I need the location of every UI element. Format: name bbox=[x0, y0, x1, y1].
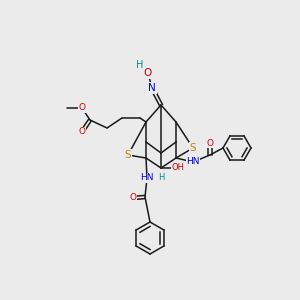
Text: O: O bbox=[144, 68, 152, 78]
Text: H: H bbox=[158, 173, 164, 182]
Text: HN: HN bbox=[186, 158, 200, 166]
Text: O: O bbox=[79, 128, 86, 136]
Text: N: N bbox=[148, 83, 156, 93]
Text: O: O bbox=[79, 103, 86, 112]
Text: HN: HN bbox=[140, 173, 154, 182]
Text: S: S bbox=[190, 143, 196, 153]
Text: H: H bbox=[136, 60, 144, 70]
Text: O: O bbox=[206, 139, 214, 148]
Text: O: O bbox=[130, 194, 136, 202]
Text: OH: OH bbox=[172, 164, 184, 172]
Text: S: S bbox=[125, 150, 131, 160]
